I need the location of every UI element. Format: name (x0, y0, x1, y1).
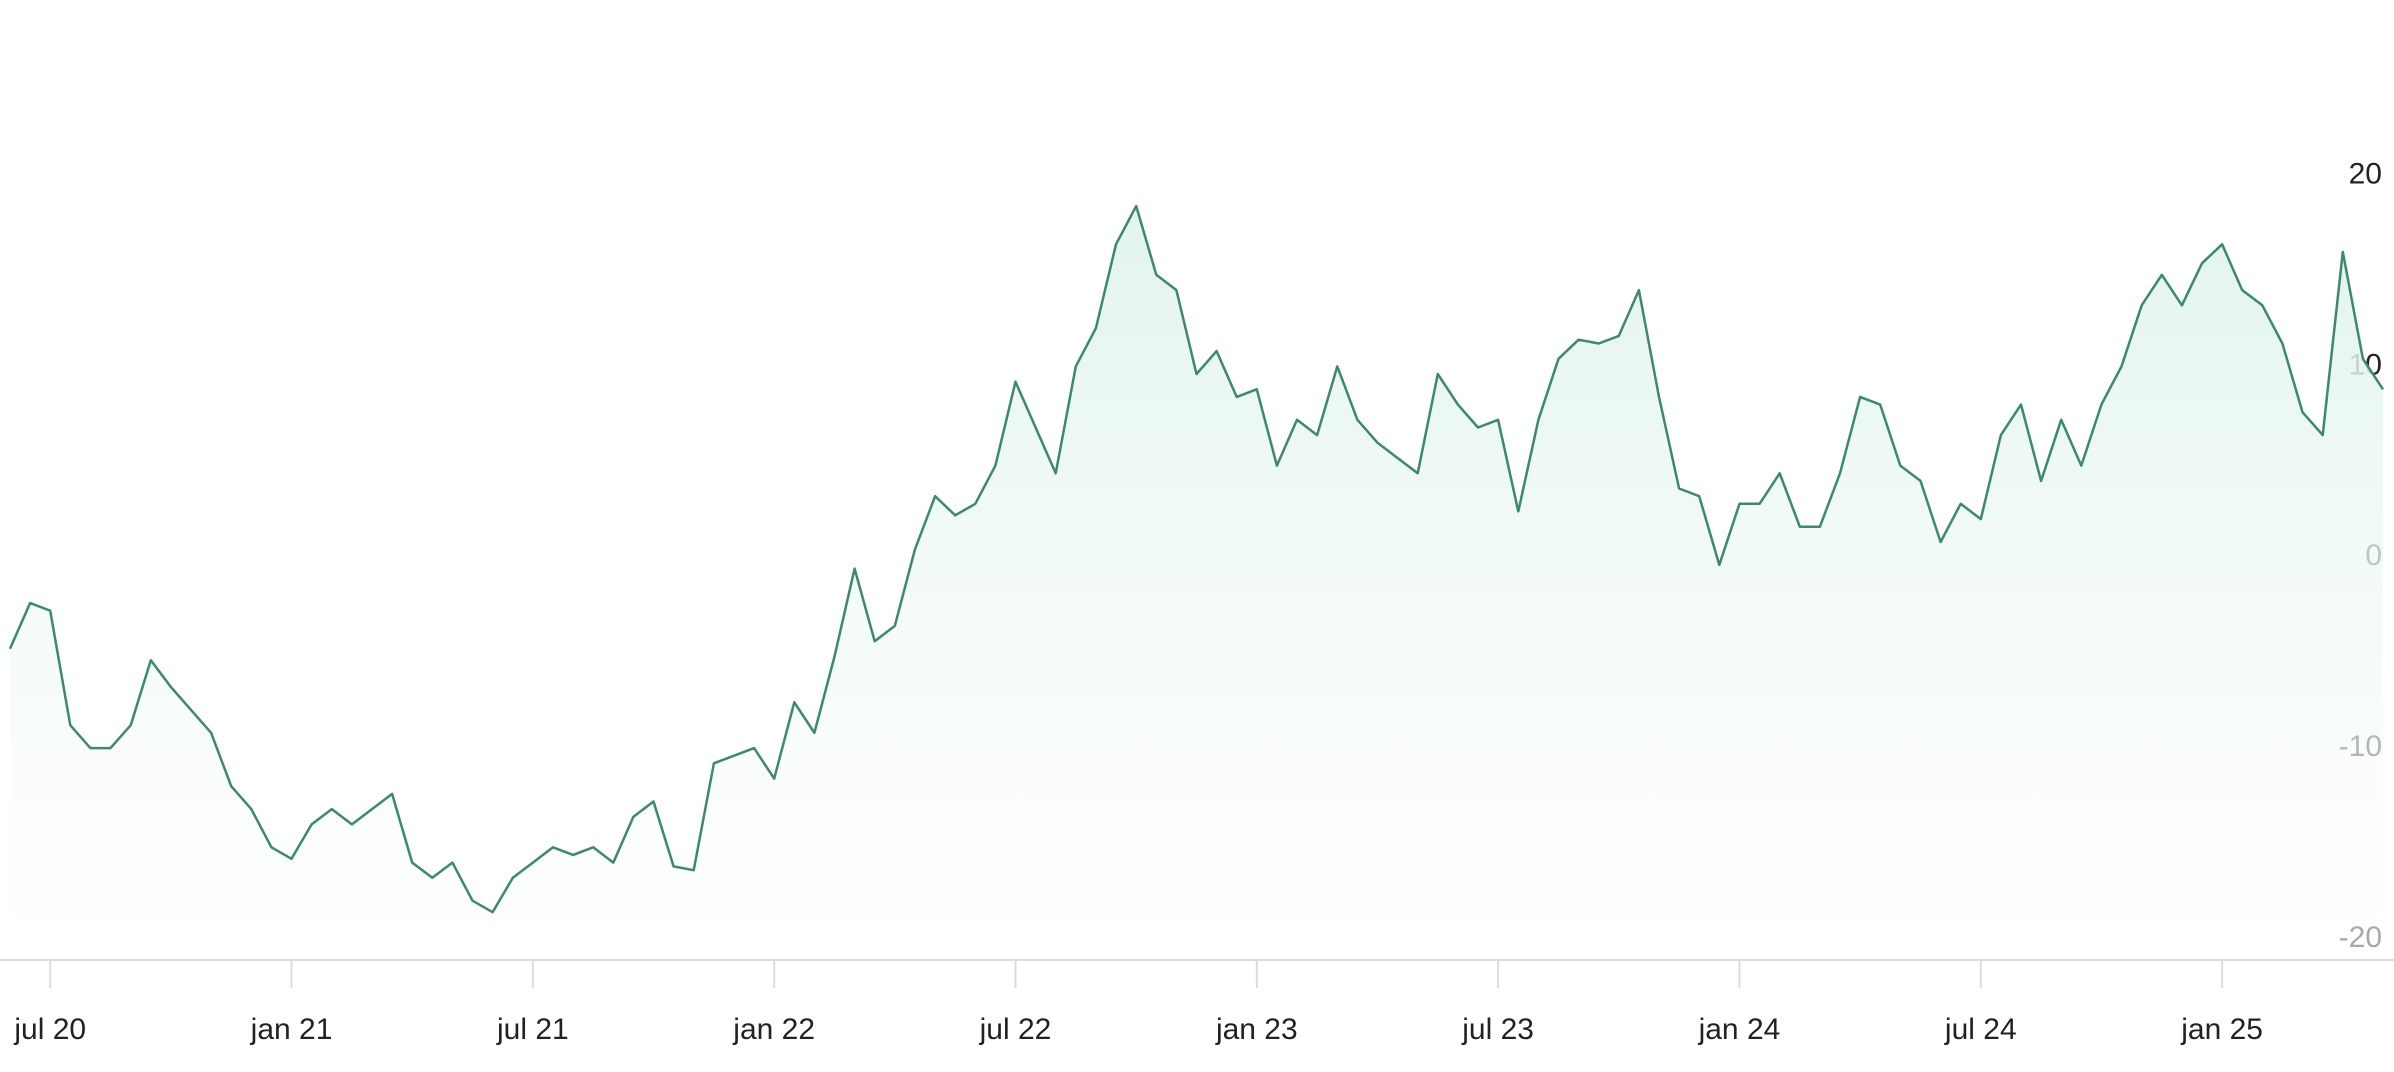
x-tick-label: jan 23 (1215, 1013, 1298, 1046)
x-tick-label: jan 22 (732, 1013, 815, 1046)
x-tick-label: jul 20 (13, 1013, 86, 1046)
area (10, 206, 2383, 959)
x-tick-label: jan 25 (2180, 1013, 2263, 1046)
y-tick-label: 20 (2349, 157, 2382, 190)
x-tick-label: jan 24 (1698, 1013, 1781, 1046)
x-tick-label: jul 24 (1944, 1013, 2017, 1046)
x-tick-label: jul 22 (979, 1013, 1052, 1046)
x-tick-label: jul 23 (1461, 1013, 1534, 1046)
line (8, 204, 2385, 914)
x-tick-label: jul 21 (496, 1013, 569, 1046)
x-tick-label: jan 21 (250, 1013, 333, 1046)
